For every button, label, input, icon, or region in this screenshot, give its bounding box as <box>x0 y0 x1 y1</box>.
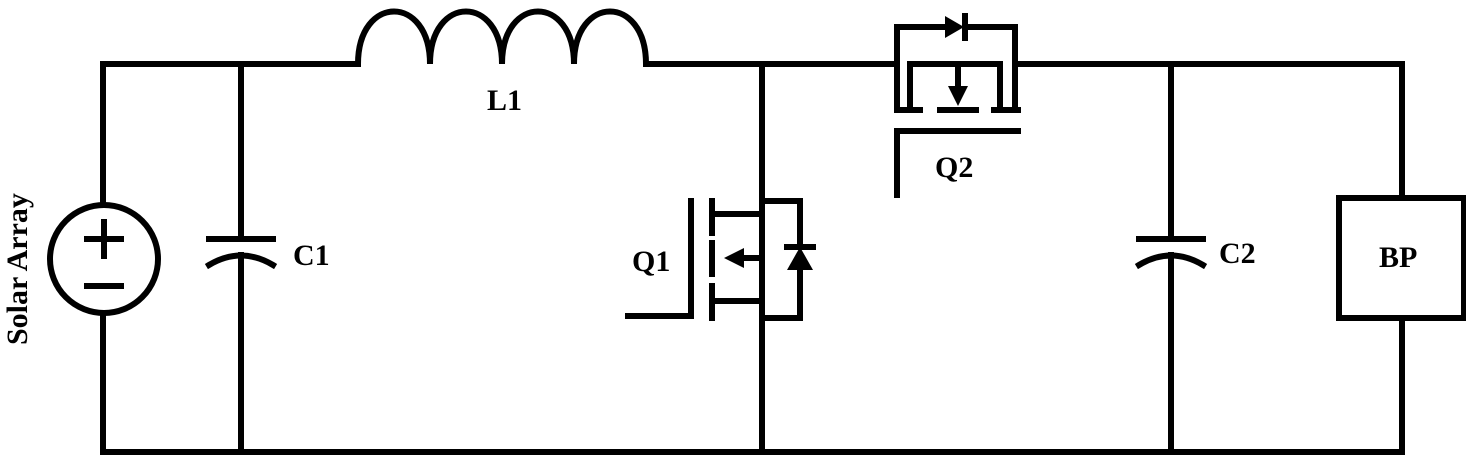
q2-diode-wire <box>894 24 1018 67</box>
mosfet-q2 <box>894 13 1021 198</box>
q1-gate <box>625 198 694 319</box>
capacitor-c1 <box>204 61 278 455</box>
l1-label: L1 <box>487 84 522 117</box>
c1-label: C1 <box>293 239 330 272</box>
solar-array-source <box>47 202 161 316</box>
q1-diode-wire <box>759 198 803 321</box>
q1-arrow <box>724 248 744 268</box>
q1-body-stub <box>739 255 765 304</box>
plus-sign <box>84 219 124 259</box>
c2-label: C2 <box>1219 237 1256 270</box>
inductor-coil <box>354 8 650 68</box>
battery-pack-block <box>1336 195 1466 455</box>
q2-diode-triangle <box>945 16 964 38</box>
solar-array-label: Solar Array <box>1 193 34 345</box>
source-circle <box>47 202 161 316</box>
q1-diode-triangle <box>787 247 813 270</box>
top-rail-right <box>1012 61 1405 201</box>
q1-label: Q1 <box>632 245 670 278</box>
inductor-l1 <box>354 8 650 68</box>
capacitor-c2 <box>1134 61 1208 455</box>
q2-label: Q2 <box>935 151 973 184</box>
mosfet-q1 <box>625 198 816 321</box>
q2-arrow <box>948 86 968 106</box>
bp-label: BP <box>1379 241 1417 274</box>
